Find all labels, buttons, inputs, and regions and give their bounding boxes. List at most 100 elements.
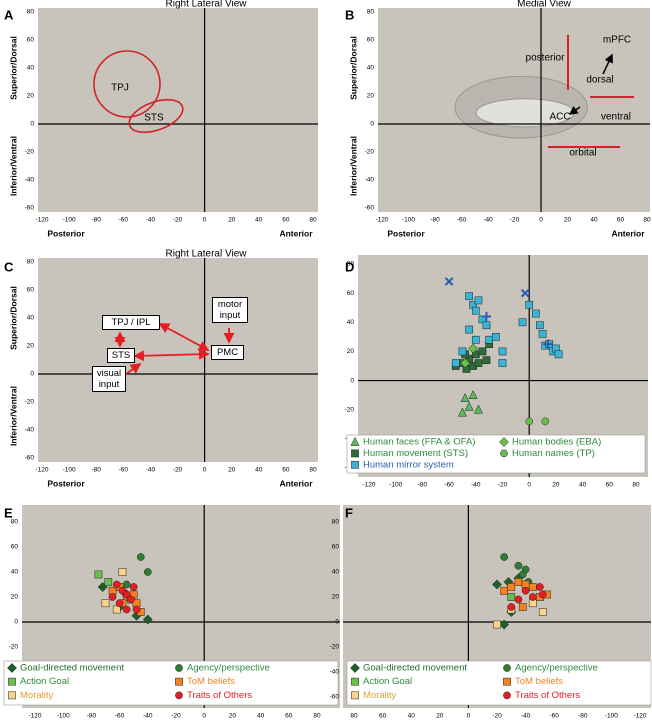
point (538, 330, 547, 338)
x-tick-label: -60 (119, 217, 129, 224)
legend-swatch (350, 663, 360, 673)
point (520, 288, 530, 298)
y-tick-label: -60 (365, 205, 375, 212)
legend-swatch (7, 663, 17, 673)
legend-box (346, 660, 652, 706)
x-tick-label: -80 (91, 467, 101, 474)
y-tick-label: -60 (330, 694, 340, 701)
x-tick-label: 20 (228, 467, 236, 474)
x-tick-label: -40 (471, 482, 481, 489)
point (554, 350, 563, 359)
panel-letter: E (4, 505, 13, 520)
panel-title: Right Lateral View (166, 249, 248, 260)
label-box: TPJ / IPL (102, 315, 160, 330)
y-tick-label: 40 (11, 569, 19, 576)
label-box: motor input (212, 297, 248, 323)
annotation: posterior (526, 53, 566, 64)
legend-label: Agency/perspective (187, 663, 270, 674)
x-tick-label: -80 (418, 482, 428, 489)
legend-swatch (499, 437, 509, 447)
x-tick-label: -40 (146, 217, 156, 224)
y-tick-label: 60 (27, 37, 35, 44)
point (451, 359, 460, 367)
point (464, 401, 474, 411)
y-tick-label: -20 (345, 406, 355, 413)
point (465, 325, 473, 334)
y-tick-label: -20 (25, 149, 35, 156)
x-tick-label: 60 (606, 482, 614, 489)
y-tick-label: 20 (367, 93, 375, 100)
x-tick-label: -60 (457, 217, 467, 224)
legend-label: Goal-directed movement (20, 663, 124, 674)
legend-label: Human bodies (EBA) (512, 437, 601, 448)
y-axis-label: Inferior/Ventral (348, 136, 358, 196)
point (94, 570, 103, 579)
point (525, 417, 534, 426)
y-tick-label: 0 (370, 121, 374, 128)
point (536, 321, 544, 330)
arrow (602, 53, 613, 75)
legend-swatch (351, 691, 359, 700)
point (541, 417, 550, 426)
x-tick-label: -40 (483, 217, 493, 224)
y-tick-label: 80 (367, 9, 375, 16)
panel-letter: D (345, 259, 354, 274)
x-tick-label: 0 (202, 713, 206, 720)
panel-title: Right Lateral View (166, 0, 248, 10)
point (498, 347, 507, 356)
legend-label: Human faces (FFA & OFA) (363, 437, 475, 448)
x-tick-label: 20 (552, 482, 560, 489)
annotation: orbital (569, 148, 596, 159)
x-tick-label: -100 (63, 467, 76, 474)
legend-swatch (503, 691, 511, 700)
panel-letter: C (4, 259, 14, 274)
x-tick-label: -20 (510, 217, 520, 224)
legend-label: Morality (363, 690, 397, 701)
legend-swatch (350, 436, 360, 446)
y-tick-label: 40 (27, 65, 35, 72)
legend-swatch (8, 677, 16, 686)
legend-swatch (175, 691, 183, 700)
x-tick-label: -20 (171, 713, 181, 720)
x-tick-label: 80 (643, 217, 651, 224)
arrow (158, 323, 210, 351)
x-tick-label: -20 (492, 713, 502, 720)
x-tick-label: -80 (87, 713, 97, 720)
point (457, 407, 467, 417)
point (142, 614, 153, 625)
y-tick-label: -60 (25, 455, 35, 462)
point (460, 358, 471, 369)
x-tick-label: 40 (590, 217, 598, 224)
x-tick-label: -100 (402, 217, 415, 224)
x-tick-label: 60 (617, 217, 625, 224)
x-tick-label: 60 (285, 713, 293, 720)
x-tick-label: -60 (119, 467, 129, 474)
y-tick-label: -60 (25, 205, 35, 212)
y-axis-label: Superior/Dorsal (8, 286, 18, 350)
y-tick-label: 0 (335, 619, 339, 626)
arrow (568, 106, 581, 115)
x-tick-label: -120 (633, 713, 646, 720)
legend-swatch (351, 449, 359, 458)
legend-label: ToM beliefs (187, 676, 235, 687)
x-tick-label: 0 (539, 217, 543, 224)
x-tick-label: 60 (282, 217, 290, 224)
legend-box (346, 434, 646, 474)
x-tick-label: -80 (91, 217, 101, 224)
legend-label: ToM beliefs (515, 676, 563, 687)
y-tick-label: 60 (347, 290, 355, 297)
x-tick-label: 20 (229, 713, 237, 720)
point (528, 593, 537, 601)
x-tick-label: 80 (632, 482, 640, 489)
x-axis-label: Posterior (47, 228, 85, 238)
point (104, 578, 113, 586)
label-box: visual input (92, 366, 126, 392)
legend-box (3, 660, 339, 706)
annotation: STS (144, 113, 164, 124)
x-tick-label: 40 (408, 713, 416, 720)
point (108, 593, 117, 601)
x-axis-label: Posterior (387, 228, 425, 238)
legend-swatch (503, 677, 511, 686)
y-tick-label: -20 (25, 399, 35, 406)
